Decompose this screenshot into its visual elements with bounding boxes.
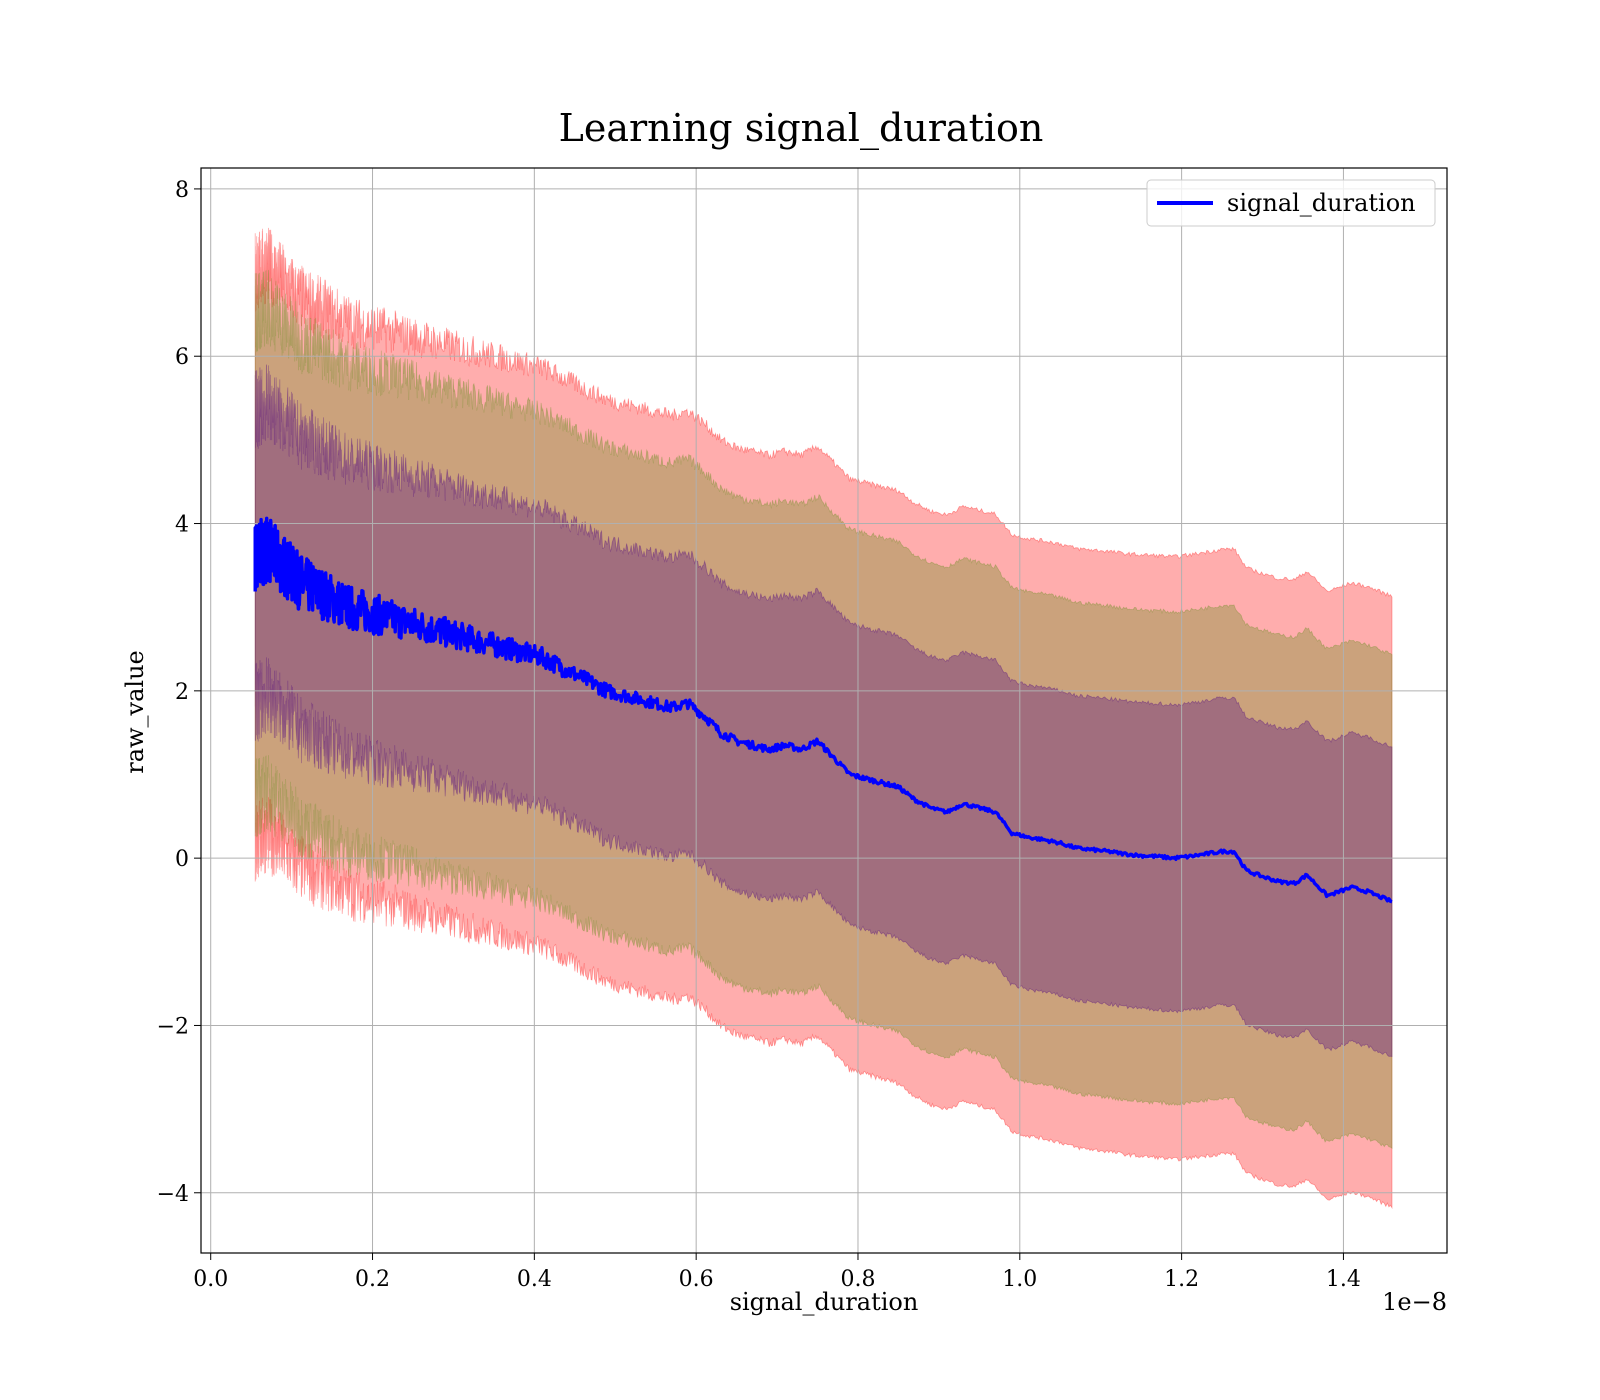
y-tick-label: 8 bbox=[175, 178, 189, 203]
x-tick-label: 1.2 bbox=[1164, 1267, 1199, 1292]
x-tick-label: 1.0 bbox=[1002, 1267, 1037, 1292]
y-tick-label: −4 bbox=[157, 1182, 189, 1207]
confidence-band-1 bbox=[254, 227, 1393, 1210]
confidence-band-3 bbox=[254, 364, 1393, 1057]
x-tick-label: 0.8 bbox=[840, 1267, 875, 1292]
x-tick-label: 0.0 bbox=[193, 1267, 228, 1292]
x-axis-ticks: 0.0 0.2 0.4 0.6 0.8 1.0 1.2 1.4 bbox=[193, 1253, 1361, 1292]
x-tick-label: 0.6 bbox=[679, 1267, 714, 1292]
confidence-band-2 bbox=[254, 269, 1393, 1150]
legend: signal_duration bbox=[1146, 179, 1436, 227]
series-line-signal-duration bbox=[253, 516, 1393, 904]
y-tick-label: 0 bbox=[175, 847, 189, 872]
y-tick-label: 4 bbox=[175, 513, 189, 538]
y-tick-label: −2 bbox=[157, 1014, 189, 1039]
x-tick-label: 0.4 bbox=[517, 1267, 552, 1292]
plot-frame bbox=[200, 167, 1448, 1254]
y-tick-label: 6 bbox=[175, 345, 189, 370]
legend-box bbox=[1146, 179, 1436, 227]
x-tick-label: 1.4 bbox=[1326, 1267, 1361, 1292]
confidence-bands bbox=[254, 227, 1393, 1210]
y-axis-label: raw_value bbox=[121, 650, 149, 774]
plot-area bbox=[200, 167, 1448, 1254]
series-lines bbox=[253, 516, 1393, 904]
x-axis-label: signal_duration bbox=[730, 1288, 919, 1316]
x-tick-label: 0.2 bbox=[355, 1267, 390, 1292]
legend-entry-label: signal_duration bbox=[1227, 189, 1416, 217]
y-axis-ticks: −4 −2 0 2 4 6 8 bbox=[157, 178, 201, 1207]
chart-title: Learning signal_duration bbox=[559, 106, 1044, 151]
plot-background bbox=[201, 168, 1447, 1253]
y-tick-label: 2 bbox=[175, 680, 189, 705]
x-axis-offset-text: 1e−8 bbox=[1382, 1288, 1447, 1316]
